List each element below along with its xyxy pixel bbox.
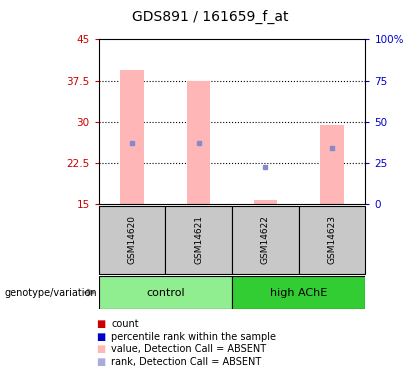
Bar <box>232 276 365 309</box>
Text: GSM14620: GSM14620 <box>128 216 136 264</box>
Text: ■: ■ <box>96 320 105 329</box>
Bar <box>187 81 210 204</box>
Bar <box>165 206 232 274</box>
Text: genotype/variation: genotype/variation <box>4 288 97 297</box>
Text: count: count <box>111 320 139 329</box>
Bar <box>99 206 165 274</box>
Text: value, Detection Call = ABSENT: value, Detection Call = ABSENT <box>111 344 266 354</box>
Text: ■: ■ <box>96 344 105 354</box>
Text: high AChE: high AChE <box>270 288 327 297</box>
Text: ■: ■ <box>96 357 105 366</box>
Text: GSM14621: GSM14621 <box>194 216 203 264</box>
Text: percentile rank within the sample: percentile rank within the sample <box>111 332 276 342</box>
Bar <box>121 70 144 204</box>
Bar <box>232 206 299 274</box>
Text: GSM14623: GSM14623 <box>328 216 336 264</box>
Text: GDS891 / 161659_f_at: GDS891 / 161659_f_at <box>132 10 288 24</box>
Bar <box>299 206 365 274</box>
Bar <box>320 124 344 204</box>
Bar <box>99 276 232 309</box>
Text: ■: ■ <box>96 332 105 342</box>
Text: GSM14622: GSM14622 <box>261 216 270 264</box>
Bar <box>254 200 277 204</box>
Text: rank, Detection Call = ABSENT: rank, Detection Call = ABSENT <box>111 357 262 366</box>
Text: control: control <box>146 288 185 297</box>
